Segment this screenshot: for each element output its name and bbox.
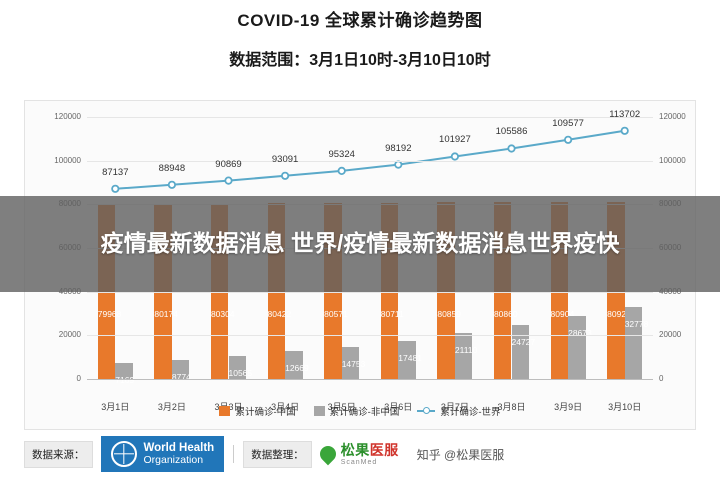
who-line1: World Health (143, 442, 215, 455)
y-axis-tick-right: 100000 (659, 155, 686, 165)
x-axis-tick: 3月6日 (384, 402, 413, 412)
legend-swatch (219, 406, 231, 416)
x-axis-tick: 3月7日 (440, 402, 469, 412)
bar-value-non-china: 14753 (341, 358, 366, 369)
gridline (87, 335, 653, 337)
line-value-world: 101927 (439, 134, 471, 146)
bar-non-china: 28673 (568, 316, 592, 379)
bar-non-china: 8774 (171, 359, 191, 382)
leaf-icon (316, 442, 340, 466)
legend-swatch (417, 407, 436, 414)
brand-name-en: ScanMed (340, 458, 378, 466)
line-value-world: 98192 (385, 142, 412, 154)
bar-value-non-china: 21110 (454, 344, 478, 355)
bar-value-non-china: 12669 (285, 363, 309, 374)
x-axis-tick: 3月8日 (497, 402, 526, 412)
x-axis-tick: 3月2日 (157, 402, 186, 412)
bar-non-china: 21110 (454, 332, 478, 379)
bar-value-non-china: 8774 (171, 371, 191, 382)
bar-non-china: 17481 (398, 340, 422, 379)
bar-value-china: 80571 (324, 309, 348, 319)
bar-value-non-china: 32778 (624, 319, 649, 330)
legend-label: 累计确诊-非中国 (329, 407, 400, 418)
bar-value-china: 80860 (493, 309, 518, 319)
gridline (87, 379, 653, 380)
legend-item[interactable]: 累计确诊-世界 (417, 404, 501, 418)
legend-item[interactable]: 累计确诊-中国 (219, 404, 296, 418)
x-axis-tick: 3月1日 (101, 402, 130, 412)
world-trend-line (111, 126, 629, 193)
x-axis-tick: 3月10日 (608, 402, 642, 412)
bar-value-non-china: 24727 (511, 337, 536, 348)
who-line2: Organization (143, 453, 204, 466)
data-source-label: 数据来源： (24, 440, 93, 468)
y-axis-tick-right: 120000 (659, 112, 686, 121)
bar-non-china: 12669 (285, 351, 309, 379)
bar-value-china: 80174 (154, 309, 178, 319)
data-compile-label: 数据整理： (243, 440, 312, 468)
bar-non-china: 32778 (624, 307, 649, 379)
y-axis-tick-left: 0 (76, 374, 81, 383)
bar-non-china: 10565 (228, 355, 253, 379)
legend-item[interactable]: 累计确诊-非中国 (313, 404, 400, 418)
line-value-world: 87137 (102, 166, 129, 178)
bar-non-china: 7169 (115, 363, 134, 385)
line-value-world: 90869 (215, 158, 242, 170)
data-source-block: 数据来源： World Health Organization (24, 436, 225, 472)
bar-value-non-china: 17481 (398, 352, 422, 363)
y-axis-tick-right: 20000 (659, 330, 682, 340)
songguo-logo: 松果医服 ScanMed (316, 441, 399, 466)
y-axis-tick-right: 0 (659, 374, 664, 383)
gridline (87, 117, 653, 118)
y-axis-tick-left: 20000 (58, 330, 81, 340)
who-logo: World Health Organization (100, 436, 225, 472)
y-axis-tick-left: 100000 (54, 155, 81, 165)
bar-value-china: 80904 (550, 309, 575, 319)
bar-value-china: 80304 (210, 309, 235, 319)
line-value-world: 109577 (552, 117, 584, 129)
x-axis-tick: 3月5日 (327, 402, 356, 412)
legend-swatch (313, 406, 325, 416)
chart-footer: 数据来源： World Health Organization 数据整理： 松果… (24, 432, 696, 476)
bar-value-non-china: 28673 (568, 328, 592, 339)
bar-value-china: 80422 (267, 309, 292, 319)
bar-value-china: 79968 (97, 309, 122, 319)
bar-value-china: 80711 (380, 309, 404, 319)
gridline (87, 291, 653, 293)
brand-name-green: 松果 (340, 441, 370, 458)
bar-value-china: 80859 (437, 309, 461, 319)
brand-name-red: 医服 (369, 441, 399, 458)
x-axis-tick: 3月4日 (271, 402, 300, 412)
line-value-world: 88948 (158, 162, 186, 174)
footer-divider (233, 445, 235, 463)
page-title: COVID-19 全球累计确诊趋势图 (237, 11, 483, 30)
legend-label: 累计确诊-中国 (235, 407, 296, 418)
bar-value-non-china: 10565 (228, 367, 253, 378)
globe-icon (110, 441, 137, 467)
zhihu-credit: 知乎 @松果医服 (416, 447, 505, 462)
y-axis-tick-left: 120000 (54, 112, 81, 121)
watermark-banner: 疫情最新数据消息 世界/疫情最新数据消息世界疫快 (0, 196, 720, 292)
gridline (87, 160, 653, 162)
bar-non-china: 24727 (511, 325, 536, 379)
chart-subtitle: 数据范围：3月1日10时-3月10日10时 (229, 52, 491, 69)
chart-legend: 累计确诊-中国 累计确诊-非中国 累计确诊-世界 (25, 404, 695, 418)
line-value-world: 93091 (271, 153, 299, 165)
line-value-world: 95324 (328, 148, 355, 160)
bar-value-non-china: 7169 (115, 375, 135, 386)
legend-label: 累计确诊-世界 (440, 407, 501, 418)
line-value-world: 113702 (609, 108, 641, 120)
bar-non-china: 14753 (341, 346, 366, 379)
x-axis-tick: 3月9日 (554, 402, 583, 412)
bar-value-china: 80924 (607, 309, 631, 319)
data-compiler-block: 数据整理： 松果医服 ScanMed 知乎 @松果医服 (243, 440, 505, 468)
watermark-text: 疫情最新数据消息 世界/疫情最新数据消息世界疫快 (100, 230, 620, 257)
line-value-world: 105586 (495, 126, 528, 138)
